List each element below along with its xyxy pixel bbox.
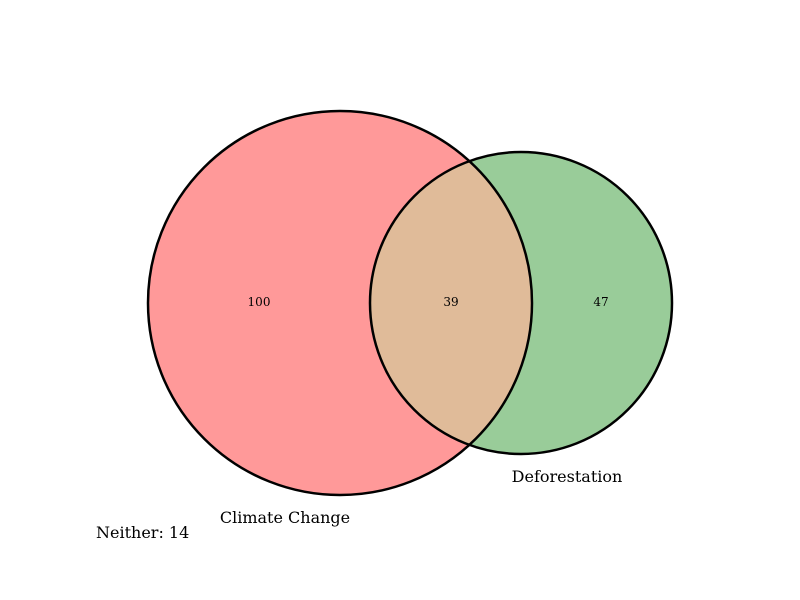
intersection-count: 39 xyxy=(443,295,458,309)
climate-change-label: Climate Change xyxy=(220,508,350,527)
deforestation-label: Deforestation xyxy=(512,467,623,486)
deforestation-only-count: 47 xyxy=(593,295,608,309)
climate-change-only-count: 100 xyxy=(248,295,271,309)
intersection-region xyxy=(370,152,532,454)
climate-change-outline xyxy=(146,109,534,497)
deforestation-outline xyxy=(368,150,674,456)
neither-count-label: Neither: 14 xyxy=(96,523,189,542)
